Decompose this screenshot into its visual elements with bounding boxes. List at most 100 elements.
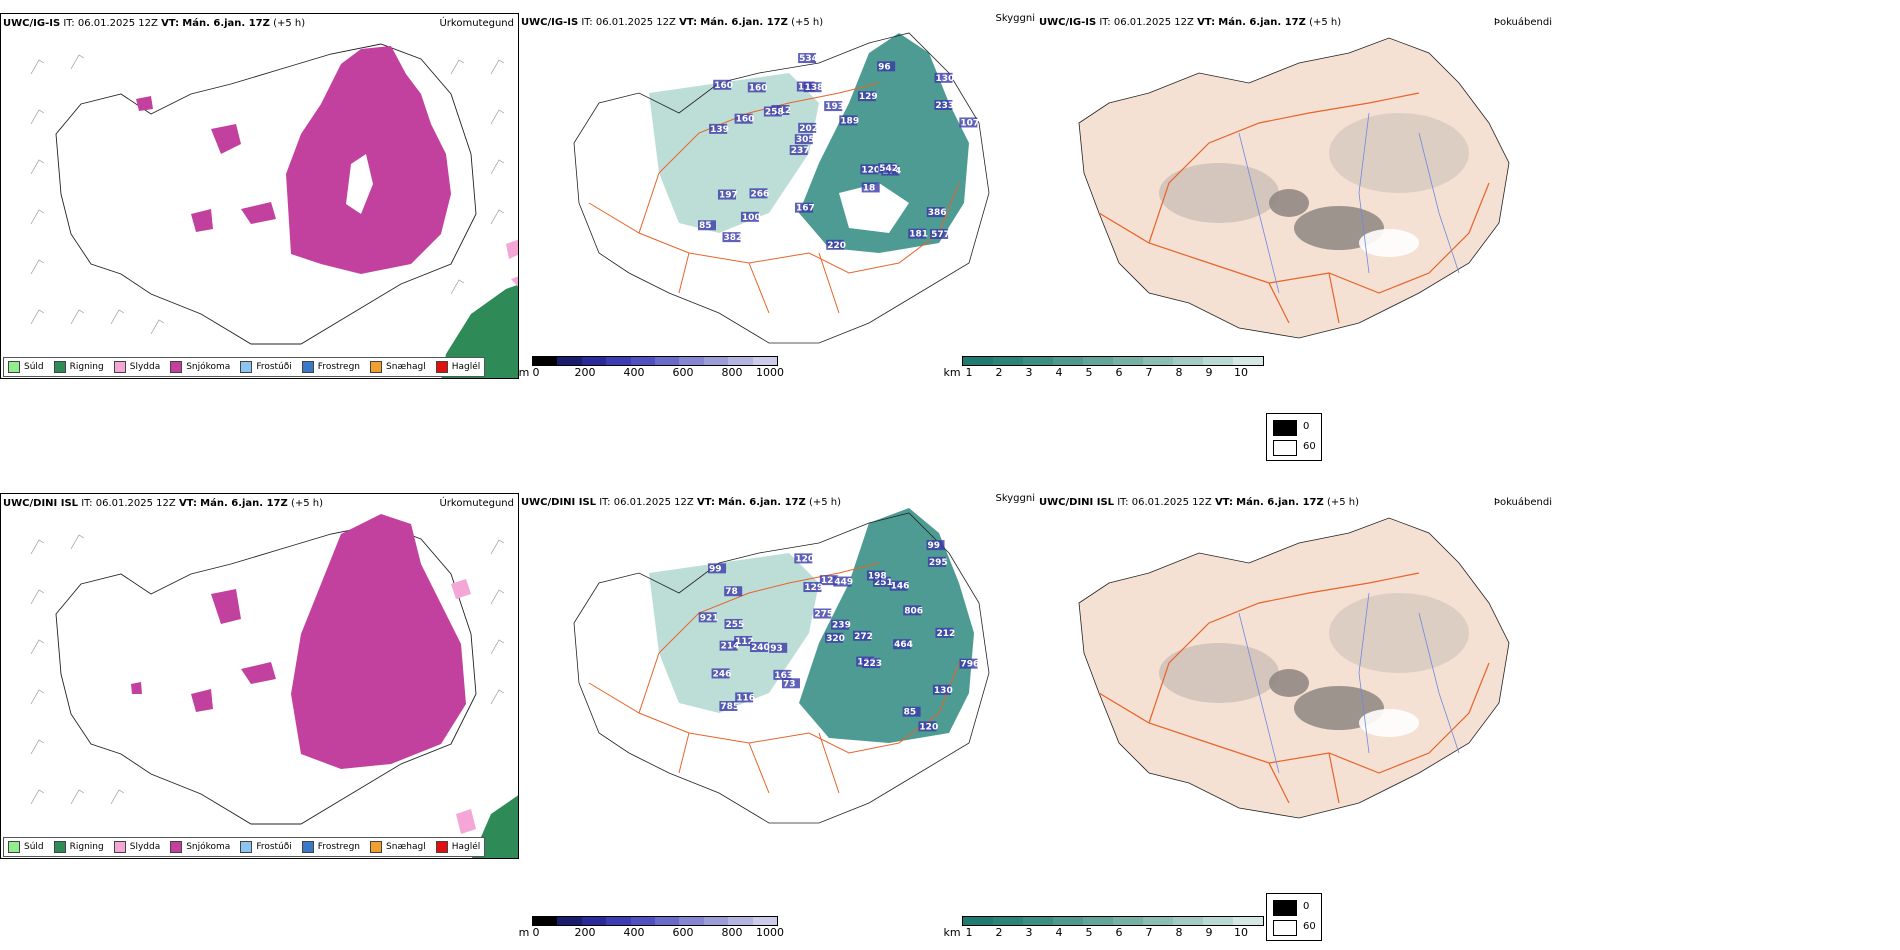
elevation-patch	[934, 99, 953, 110]
elevation-label: 255	[726, 620, 745, 630]
tick: 400	[623, 926, 645, 939]
iceland-outline	[55, 43, 477, 345]
tick: 3	[1025, 366, 1033, 379]
rivers	[1238, 592, 1460, 774]
elevation-patch	[918, 721, 937, 732]
elevation-label: 78	[725, 587, 738, 597]
elevation-label: 275	[814, 610, 833, 620]
elevation-label: 212	[936, 629, 955, 639]
tick: 4	[1055, 926, 1063, 939]
legend-item: Snjókoma	[170, 361, 230, 373]
elevation-label: 806	[904, 606, 923, 616]
elevation-label: 160	[736, 115, 755, 125]
elevation-patch	[719, 640, 738, 651]
elevation-patch	[794, 134, 813, 145]
tick: 8	[1175, 926, 1183, 939]
elevation-patch	[698, 612, 717, 623]
elevation-label: 258	[765, 107, 784, 117]
elevation-patch	[724, 618, 743, 629]
panel-header: UWC/DINI ISL IT: 06.01.2025 12Z VT: Mán.…	[1039, 497, 1359, 508]
elevation-label: 100	[742, 213, 761, 223]
elevation-label: 223	[863, 659, 882, 669]
elevation-label: 107	[960, 118, 979, 128]
elevation-label: 130	[936, 74, 955, 84]
elevation-label: 189	[840, 116, 859, 126]
elevation-label: 239	[832, 621, 851, 631]
tick: 8	[1175, 366, 1183, 379]
visibility-title: Skyggni	[995, 13, 1035, 24]
legend-item: Slydda	[113, 361, 160, 373]
elevation-patch	[903, 605, 922, 616]
elevation-label: 116	[736, 693, 755, 703]
colorbar-swatches	[962, 356, 1264, 366]
elevation-label: 382	[724, 233, 743, 243]
elevation-label: 138	[805, 83, 824, 93]
elevation-patch	[781, 678, 800, 689]
elevation-label: 198	[868, 572, 887, 582]
elevation-label: 464	[894, 640, 913, 650]
legend-item: Súld	[8, 841, 44, 853]
legend-item: Frostregn	[301, 361, 360, 373]
elevation-patch	[717, 189, 736, 200]
visibility-panel-2: 1201121389913078116931461242518573120272…	[519, 493, 1039, 859]
elevation-patch	[908, 228, 927, 239]
elevation-label: 120	[795, 554, 814, 564]
cloud-legend-2: 0 60	[1266, 893, 1322, 941]
elevation-colorbar-1: m 0 200 400 600 800 1000	[519, 356, 784, 380]
elevation-patch	[724, 586, 743, 597]
elevation-label: 99	[928, 541, 941, 551]
panel-header: UWC/IG-IS IT: 06.01.2025 12Z VT: Mán. 6.…	[3, 18, 306, 29]
visibility-title: Skyggni	[995, 493, 1035, 504]
elevation-label: 197	[719, 191, 738, 201]
elevation-patch	[813, 608, 832, 619]
elevation-patch	[747, 82, 766, 93]
precip-title: Úrkomutegund	[439, 18, 514, 29]
elevation-patch	[819, 575, 838, 586]
visibility-colorbar-2: km 1 2 3 4 5 6 7 8 9 10	[943, 916, 1265, 940]
elevation-patch	[959, 117, 978, 128]
elevation-patch	[803, 82, 822, 93]
visibility-map-2: 1201121389913078116931461242518573120272…	[573, 508, 990, 824]
elevation-patch	[769, 642, 788, 653]
elevation-patch	[719, 700, 738, 711]
elevation-patch	[773, 669, 792, 680]
tick: 7	[1145, 366, 1153, 379]
elevation-label: 202	[799, 124, 818, 134]
tick: 10	[1234, 366, 1248, 379]
elevation-label: 167	[796, 204, 815, 214]
colorbar-swatches	[532, 356, 778, 366]
wind-barbs	[30, 534, 505, 805]
elevation-patch	[861, 182, 880, 193]
cloud-title: Þokuábendi	[1493, 497, 1552, 508]
legend-swatch	[1273, 420, 1297, 436]
road-network	[588, 562, 960, 794]
precip-map-2	[30, 514, 518, 858]
colorbar-ticks: km 1 2 3 4 5 6 7 8 9 10	[943, 366, 1265, 380]
elevation-label: 130	[934, 686, 953, 696]
panel-header: UWC/IG-IS IT: 06.01.2025 12Z VT: Mán. 6.…	[1039, 17, 1342, 28]
elevation-patch	[853, 630, 872, 641]
elevation-patch	[708, 563, 727, 574]
elevation-label: 251	[874, 578, 893, 588]
elevation-label: 129	[804, 583, 823, 593]
elevation-label: 240	[751, 643, 770, 653]
elevation-label: 386	[928, 208, 947, 218]
legend-value: 0	[1303, 901, 1310, 912]
legend-item: Rigning	[53, 361, 104, 373]
colorbar-swatches	[532, 916, 778, 926]
cloud-panel-2: Þokuábendi UWC/DINI ISL IT: 06.01.2025 1…	[1039, 493, 1556, 859]
elevation-label: 220	[827, 241, 846, 251]
legend-value: 0	[1303, 421, 1310, 432]
legend-item: Snjókoma	[170, 841, 230, 853]
snow-area	[291, 514, 466, 769]
legend-item: Haglél	[435, 361, 480, 373]
elevation-patch	[709, 123, 728, 134]
tick: 5	[1085, 366, 1093, 379]
rain-area	[441, 284, 518, 378]
rivers	[1238, 112, 1460, 294]
elevation-patch	[749, 188, 768, 199]
elevation-label: 534	[799, 54, 818, 64]
tick: 6	[1115, 366, 1123, 379]
elevation-patch	[926, 540, 945, 551]
legend-swatch	[1273, 900, 1297, 916]
